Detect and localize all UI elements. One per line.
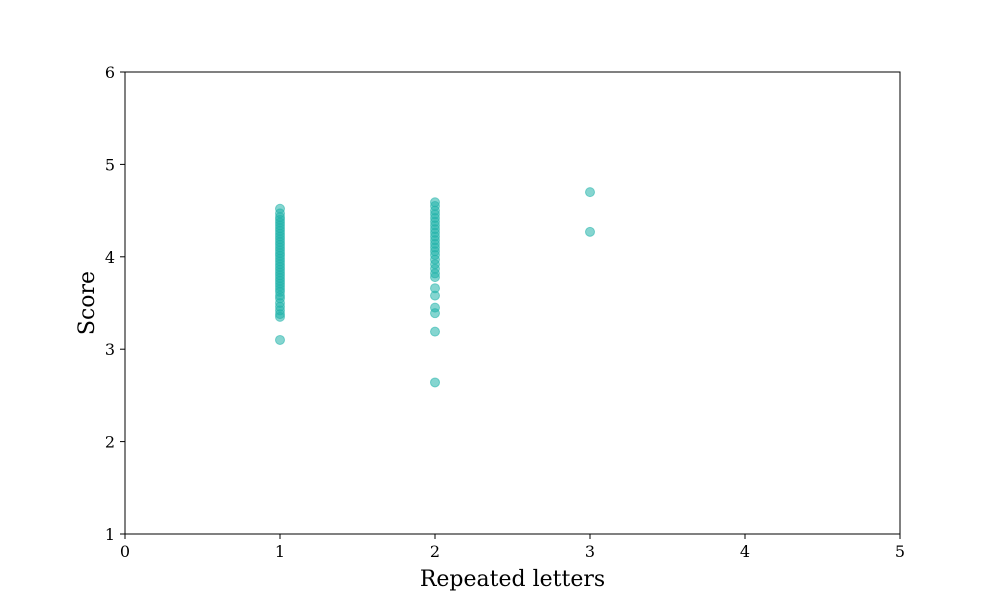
data-point xyxy=(430,197,440,208)
y-axis-ticks: 1 2 3 4 5 6 xyxy=(105,63,125,544)
y-tick-label: 5 xyxy=(105,155,115,174)
y-tick-label: 6 xyxy=(105,63,115,82)
data-points xyxy=(275,187,595,388)
data-point xyxy=(585,226,595,237)
x-tick-label: 3 xyxy=(585,542,595,561)
data-point xyxy=(430,283,440,294)
data-point xyxy=(275,203,285,214)
x-tick-label: 1 xyxy=(275,542,285,561)
data-point xyxy=(430,302,440,313)
y-tick-label: 3 xyxy=(105,340,115,359)
x-tick-label: 2 xyxy=(430,542,440,561)
data-point xyxy=(585,187,595,198)
x-tick-label: 5 xyxy=(895,542,905,561)
data-point xyxy=(275,334,285,345)
y-tick-label: 1 xyxy=(105,525,115,544)
y-tick-label: 2 xyxy=(105,433,115,452)
x-tick-label: 4 xyxy=(740,542,750,561)
x-axis-label: Repeated letters xyxy=(420,567,605,592)
x-tick-label: 0 xyxy=(120,542,130,561)
plot-area-frame xyxy=(124,71,901,535)
y-tick-label: 4 xyxy=(105,248,115,267)
data-point xyxy=(430,326,440,337)
data-point xyxy=(430,377,440,388)
x-axis-ticks: 0 1 2 3 4 5 xyxy=(120,534,905,561)
y-axis-label: Score xyxy=(75,271,100,335)
